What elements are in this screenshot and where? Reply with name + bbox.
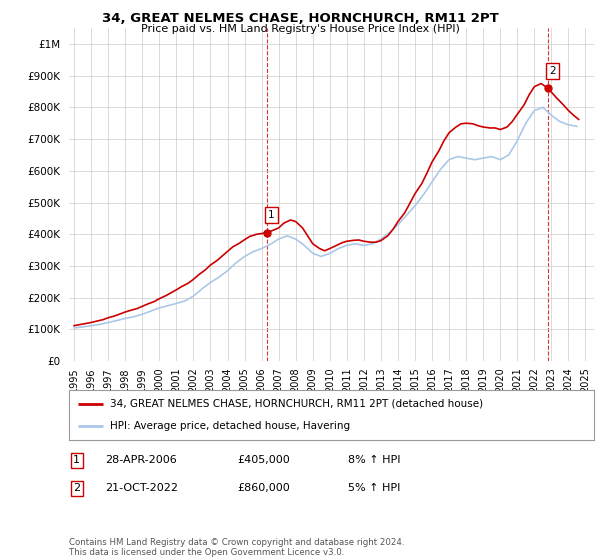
Text: 5% ↑ HPI: 5% ↑ HPI <box>348 483 400 493</box>
Text: 8% ↑ HPI: 8% ↑ HPI <box>348 455 401 465</box>
Text: HPI: Average price, detached house, Havering: HPI: Average price, detached house, Have… <box>110 421 350 431</box>
Text: Contains HM Land Registry data © Crown copyright and database right 2024.
This d: Contains HM Land Registry data © Crown c… <box>69 538 404 557</box>
Text: 28-APR-2006: 28-APR-2006 <box>105 455 177 465</box>
Text: 34, GREAT NELMES CHASE, HORNCHURCH, RM11 2PT: 34, GREAT NELMES CHASE, HORNCHURCH, RM11… <box>101 12 499 25</box>
Text: 34, GREAT NELMES CHASE, HORNCHURCH, RM11 2PT (detached house): 34, GREAT NELMES CHASE, HORNCHURCH, RM11… <box>110 399 483 409</box>
Text: 1: 1 <box>73 455 80 465</box>
Text: £405,000: £405,000 <box>237 455 290 465</box>
Text: £860,000: £860,000 <box>237 483 290 493</box>
Text: 1: 1 <box>268 210 275 220</box>
Text: Price paid vs. HM Land Registry's House Price Index (HPI): Price paid vs. HM Land Registry's House … <box>140 24 460 34</box>
Text: 2: 2 <box>73 483 80 493</box>
Text: 2: 2 <box>549 66 556 76</box>
Text: 21-OCT-2022: 21-OCT-2022 <box>105 483 178 493</box>
